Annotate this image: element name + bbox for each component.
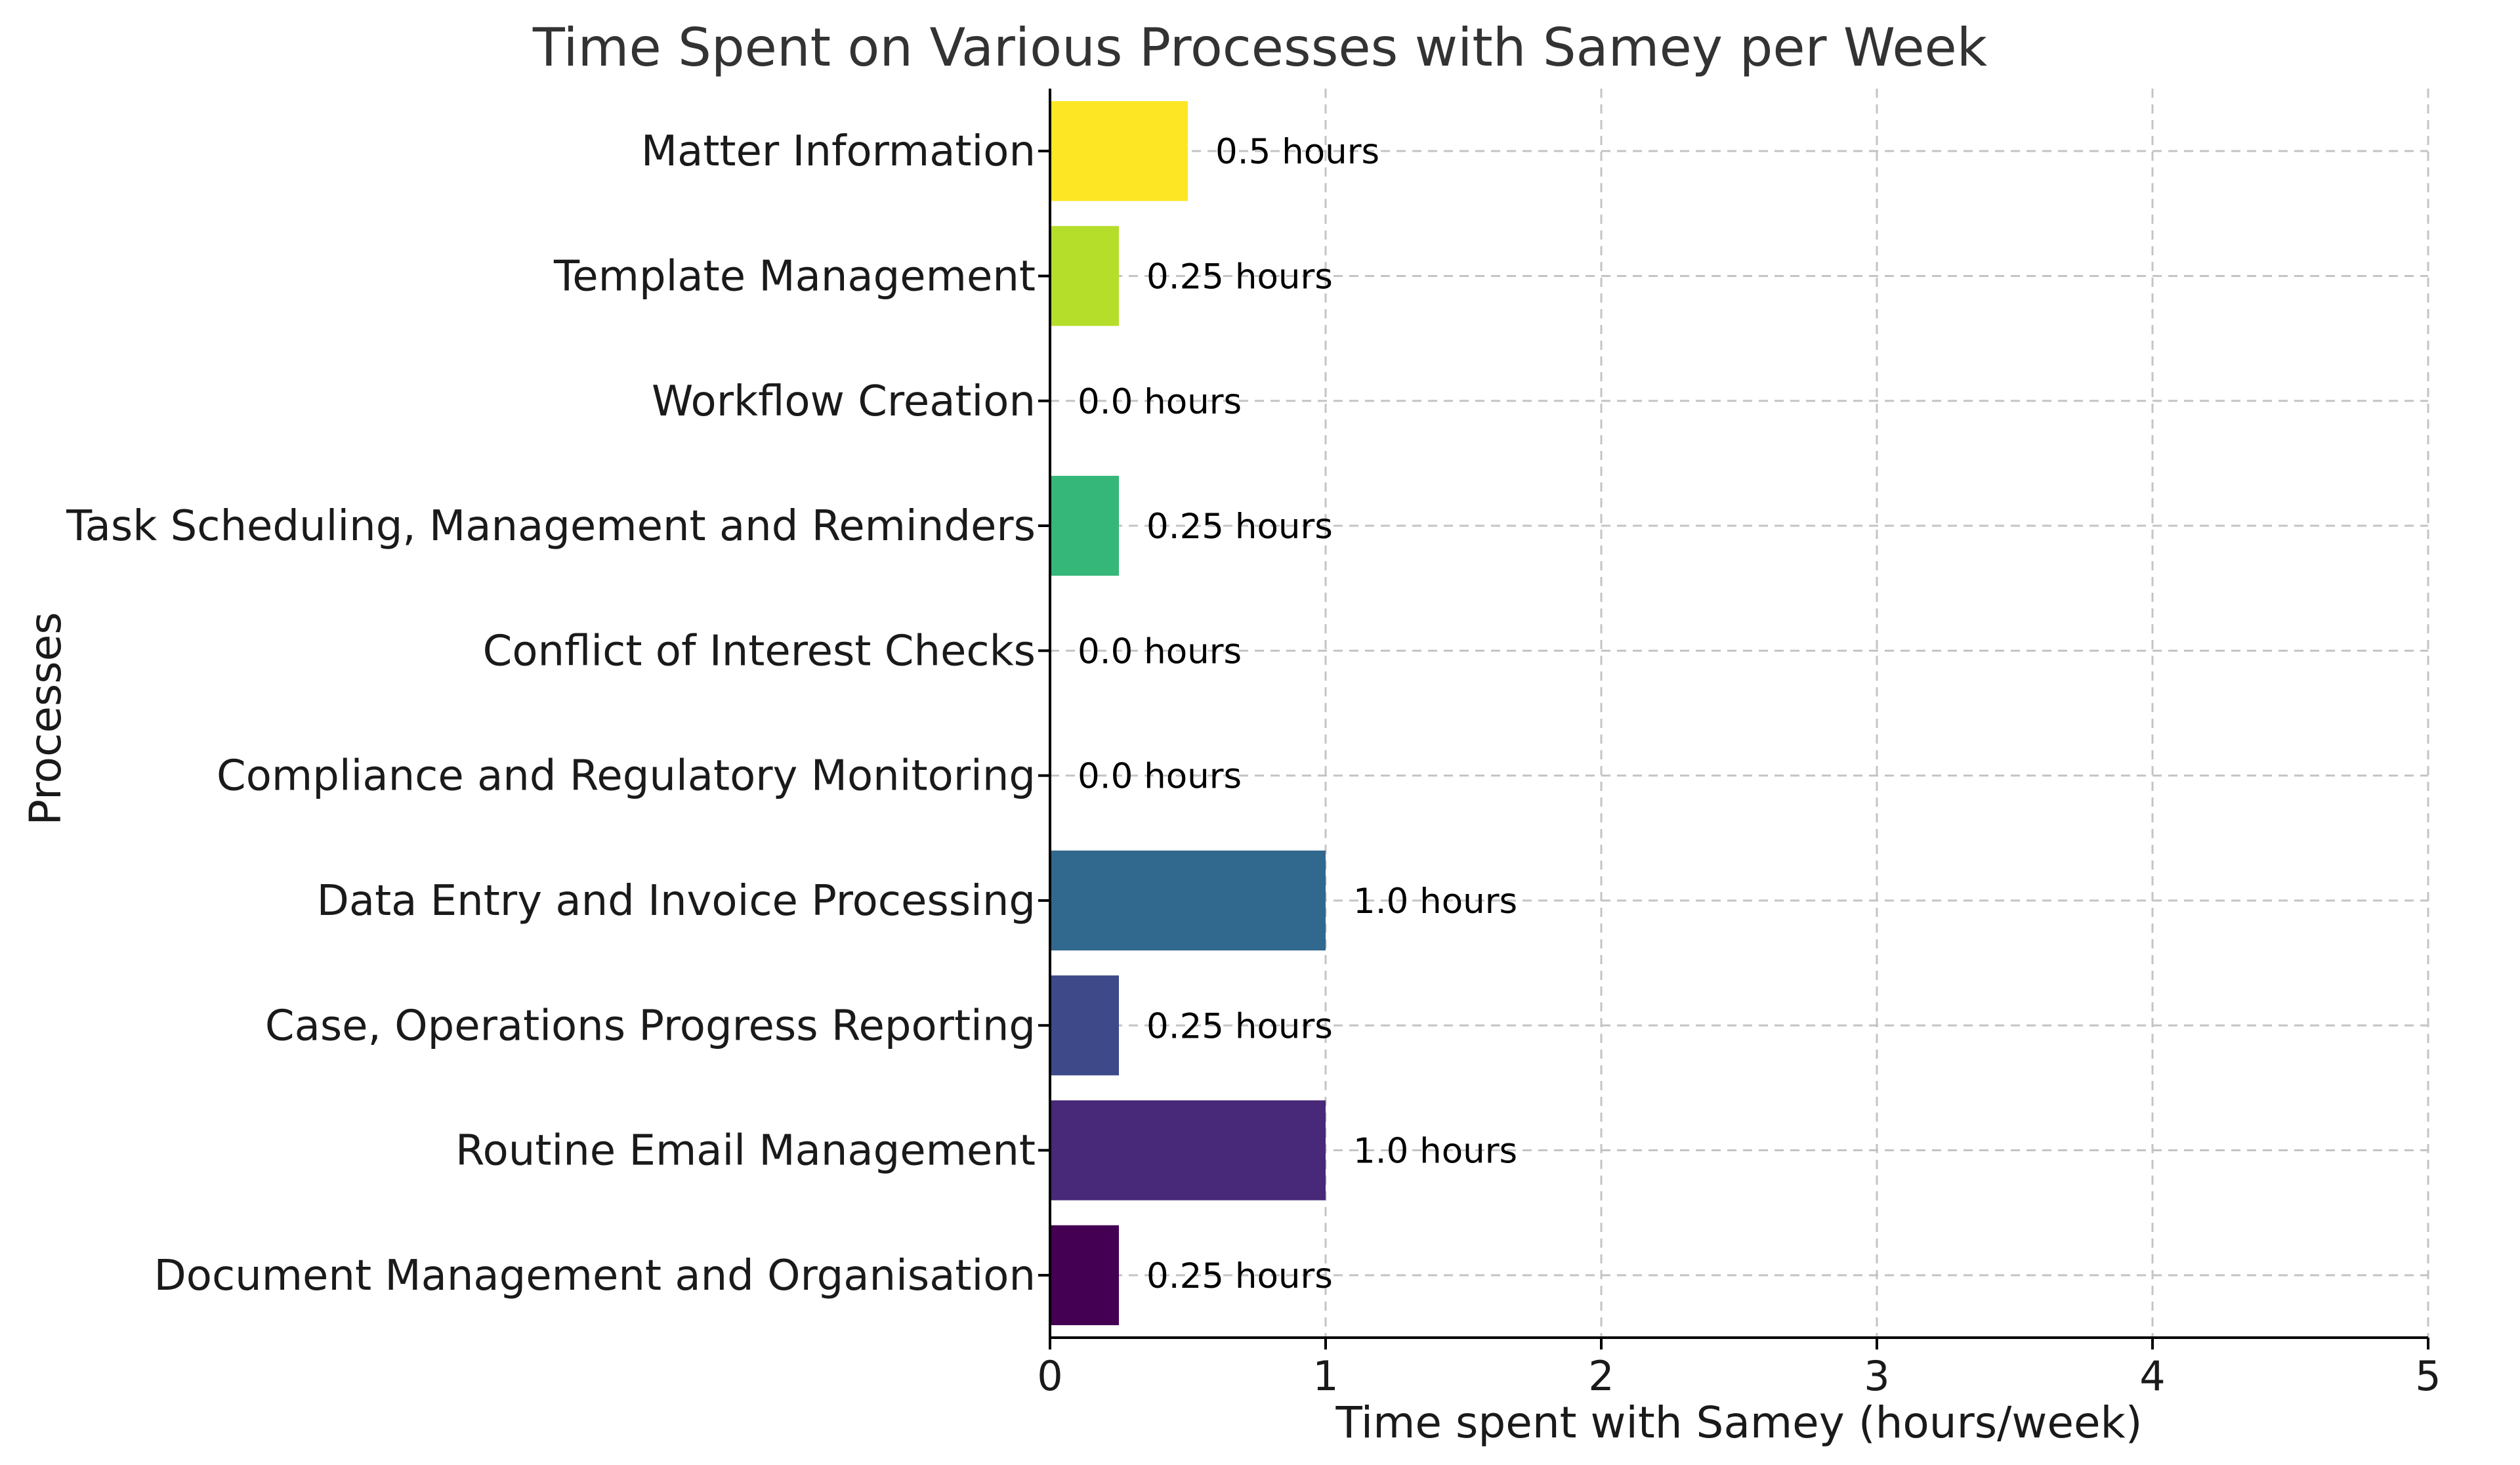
bar-data-label: 0.0 hours <box>1078 382 1242 422</box>
chart-title: Time Spent on Various Processes with Sam… <box>532 17 1988 78</box>
bar-layer <box>1050 101 1326 1325</box>
bar-data-label: 0.25 hours <box>1146 1256 1333 1296</box>
category-label: Routine Email Management <box>455 1127 1036 1176</box>
x-tick-label: 1 <box>1312 1352 1338 1400</box>
category-label: Workflow Creation <box>652 377 1036 426</box>
bar-data-label: 0.5 hours <box>1215 132 1379 172</box>
bar-data-label: 1.0 hours <box>1353 1132 1517 1172</box>
category-label: Template Management <box>553 252 1036 301</box>
bar-data-label: 0.25 hours <box>1146 1006 1333 1046</box>
y-tick-layer: Document Management and Organisation Rout… <box>66 127 1050 1300</box>
category-label: Compliance and Regulatory Monitoring <box>217 752 1036 801</box>
bar <box>1050 850 1326 951</box>
bar-data-label: 0.25 hours <box>1146 257 1333 297</box>
x-tick-label: 4 <box>2139 1352 2165 1400</box>
category-label: Document Management and Organisation <box>154 1252 1036 1300</box>
bar <box>1050 475 1119 576</box>
data-label-layer: 0.25 hours 1.0 hours 0.25 hours 1.0 hours 0.… <box>1078 132 1517 1296</box>
x-tick-layer: 0 1 2 3 4 5 <box>1037 1338 2441 1400</box>
x-tick-label: 3 <box>1864 1352 1889 1400</box>
bar-data-label: 0.0 hours <box>1078 631 1242 671</box>
category-label: Matter Information <box>641 127 1036 176</box>
bar <box>1050 1225 1119 1325</box>
bar <box>1050 101 1188 202</box>
category-label: Data Entry and Invoice Processing <box>317 877 1036 925</box>
bar-data-label: 1.0 hours <box>1353 881 1517 922</box>
y-axis-label: Processes <box>20 612 71 825</box>
bar-data-label: 0.25 hours <box>1146 507 1333 547</box>
category-label: Task Scheduling, Management and Reminder… <box>66 502 1036 551</box>
bar-data-label: 0.0 hours <box>1078 757 1242 797</box>
x-tick-label: 2 <box>1588 1352 1614 1400</box>
bar <box>1050 975 1119 1076</box>
bar <box>1050 1100 1326 1200</box>
bar <box>1050 226 1119 326</box>
x-axis-label: Time spent with Samey (hours/week) <box>1335 1397 2142 1448</box>
x-tick-label: 0 <box>1037 1352 1062 1400</box>
x-tick-label: 5 <box>2415 1352 2441 1400</box>
category-label: Case, Operations Progress Reporting <box>265 1002 1036 1050</box>
category-label: Conflict of Interest Checks <box>483 627 1036 675</box>
